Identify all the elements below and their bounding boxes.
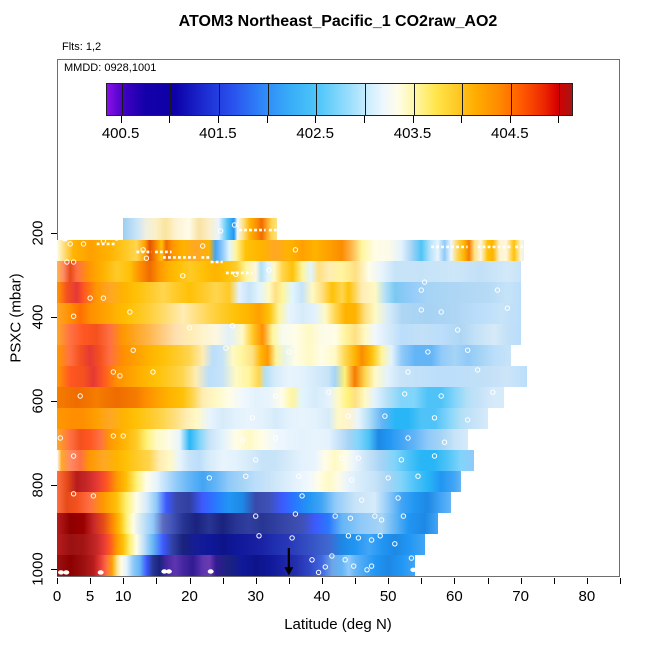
x-tick	[255, 578, 257, 584]
colorbar	[106, 83, 573, 116]
mmdd-annotation: MMDD: 0928,1001	[64, 62, 157, 74]
colorbar-divider	[316, 84, 318, 115]
x-tick	[520, 578, 522, 584]
x-tick-label: 40	[313, 588, 331, 605]
x-tick	[156, 578, 158, 584]
colorbar-divider	[559, 84, 561, 115]
x-tick	[355, 578, 357, 584]
colorbar-divider	[170, 84, 172, 115]
colorbar-divider	[218, 84, 220, 115]
colorbar-tick-label: 404.5	[491, 125, 529, 142]
colorbar-tick-label: 400.5	[101, 125, 140, 142]
heatmap-row	[57, 471, 461, 493]
colorbar-tick	[509, 116, 511, 123]
x-tick-label: 60	[446, 588, 463, 605]
heatmap-row	[57, 513, 438, 535]
colorbar-divider	[267, 84, 269, 115]
y-tick	[51, 485, 57, 486]
heatmap-row	[57, 429, 468, 451]
heatmap-row	[57, 387, 505, 409]
colorbar-tick	[266, 116, 268, 123]
colorbar-divider	[364, 84, 366, 115]
heatmap-row	[57, 240, 524, 262]
x-tick	[90, 578, 92, 584]
colorbar-tick	[412, 116, 414, 123]
y-tick	[51, 317, 57, 318]
y-tick-label: 1000	[29, 552, 47, 586]
colorbar-divider	[510, 84, 512, 115]
colorbar-divider	[413, 84, 415, 115]
y-tick-label: 400	[29, 304, 47, 330]
x-tick	[189, 578, 191, 584]
x-tick	[620, 578, 621, 584]
x-tick-label: 5	[85, 588, 95, 605]
heatmap-row	[57, 282, 521, 304]
colorbar-tick	[363, 116, 365, 123]
heatmap-row	[57, 261, 521, 283]
x-tick	[553, 578, 555, 584]
page-title: ATOM3 Northeast_Pacific_1 CO2raw_AO2	[178, 13, 498, 30]
x-tick	[123, 578, 125, 584]
heatmap-row	[57, 324, 521, 346]
x-tick	[487, 578, 489, 584]
colorbar-tick	[217, 116, 219, 123]
heatmap-row	[57, 408, 488, 430]
colorbar-tick	[169, 116, 171, 123]
colorbar-tick-label: 401.5	[199, 125, 237, 142]
x-tick	[222, 578, 224, 584]
x-tick	[321, 578, 323, 584]
colorbar-divider	[462, 84, 464, 115]
x-tick	[586, 578, 588, 584]
colorbar-divider	[121, 84, 123, 115]
heatmap-row	[57, 450, 475, 472]
heatmap-row	[57, 555, 415, 577]
x-tick-label: 20	[181, 588, 198, 605]
x-tick-label: 50	[379, 588, 397, 605]
y-tick-label: 200	[29, 220, 47, 246]
y-tick	[51, 401, 57, 402]
x-tick-label: 10	[114, 588, 132, 605]
x-tick	[388, 578, 390, 584]
x-tick	[57, 578, 58, 584]
y-tick-label: 800	[29, 472, 47, 498]
y-axis-title: PSXC (mbar)	[7, 273, 25, 363]
y-tick-label: 600	[29, 388, 47, 414]
heatmap-row	[57, 303, 521, 325]
colorbar-tick-label: 402.5	[296, 125, 334, 142]
x-tick	[288, 578, 290, 584]
x-tick-label: 30	[247, 588, 265, 605]
heatmap-row	[57, 534, 425, 556]
x-tick	[454, 578, 456, 584]
heatmap-row	[123, 218, 278, 241]
heatmap-row	[57, 366, 528, 388]
x-tick-label: 70	[512, 588, 529, 605]
heatmap-row	[57, 345, 511, 367]
colorbar-tick-label: 403.5	[393, 125, 432, 142]
x-tick-label: 0	[52, 588, 62, 605]
x-tick	[421, 578, 423, 584]
y-tick	[51, 233, 57, 234]
x-tick-label: 80	[578, 588, 596, 605]
x-axis-title: Latitude (deg N)	[284, 616, 392, 633]
flights-annotation: Flts: 1,2	[62, 41, 102, 53]
colorbar-tick	[120, 116, 122, 123]
colorbar-tick	[315, 116, 317, 123]
heatmap-row	[57, 492, 452, 514]
colorbar-tick	[558, 116, 560, 123]
y-tick	[51, 569, 57, 570]
colorbar-tick	[461, 116, 463, 123]
